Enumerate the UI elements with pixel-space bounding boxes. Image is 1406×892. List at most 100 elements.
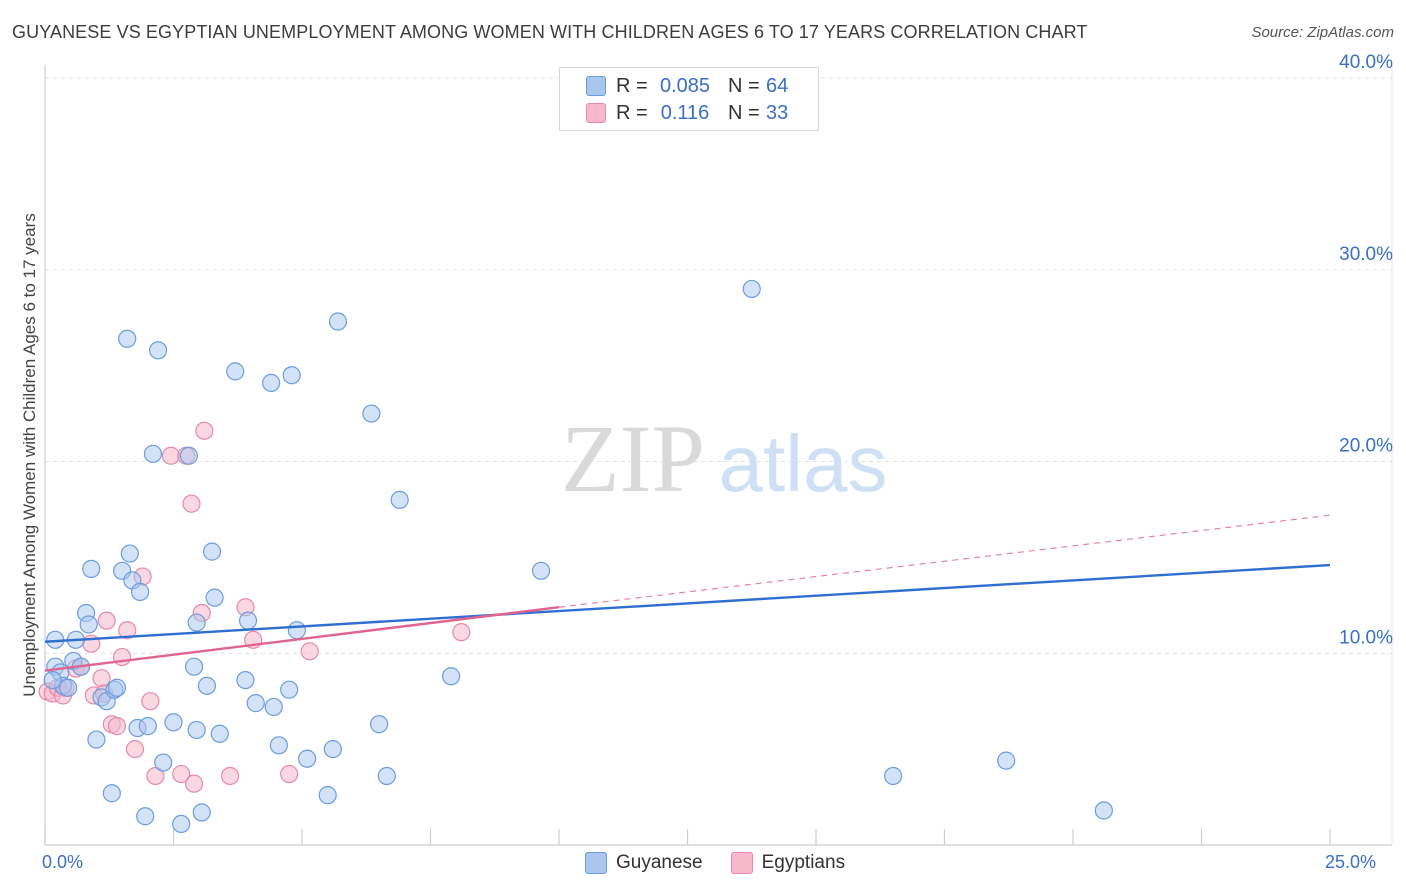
guyanese-trend-line [44, 563, 1331, 643]
egyptians-point [146, 766, 165, 786]
guyanese-point [59, 678, 78, 697]
guyanese-point [264, 697, 283, 717]
watermark: ZIP atlas [561, 405, 887, 512]
egyptians-point [161, 446, 181, 465]
n-value: 33 [766, 101, 789, 124]
guyanese-point [246, 694, 265, 713]
y-tick-label: 40.0% [1339, 52, 1393, 73]
guyanese-point [184, 657, 204, 676]
egyptians-point [195, 421, 214, 440]
legend-item-guyanese[interactable]: Guyanese [585, 852, 703, 874]
guyanese-point [390, 490, 409, 509]
n-label: N = [728, 74, 760, 97]
chart-title: GUYANESE VS EGYPTIAN UNEMPLOYMENT AMONG … [12, 22, 1088, 42]
stats-legend: R = 0.085 N = 64 R = 0.116 N = 33 [559, 67, 819, 131]
guyanese-point [1094, 801, 1113, 820]
guyanese-point [43, 670, 62, 690]
guyanese-point [187, 720, 206, 740]
guyanese-point [192, 803, 211, 822]
egyptians-point [125, 740, 145, 759]
guyanese-point [226, 362, 245, 381]
egyptians-point [182, 494, 201, 513]
trend-lines [44, 514, 1331, 672]
y-tick-label: 20.0% [1339, 436, 1393, 457]
egyptians-point [172, 764, 191, 784]
guyanese-point [120, 544, 139, 563]
y-tick-label: 10.0% [1339, 627, 1393, 648]
egyptians-point [107, 717, 127, 736]
guyanese-legend-swatch [585, 852, 607, 874]
guyanese-point [136, 807, 155, 826]
egyptians-legend-label: Egyptians [761, 852, 846, 873]
guyanese-point [323, 740, 342, 759]
guyanese-point [210, 724, 229, 743]
axes [44, 65, 1392, 846]
guyanese-point [377, 766, 396, 786]
guyanese-point [370, 715, 389, 734]
watermark-zip: ZIP [561, 405, 705, 512]
egyptians-point [280, 764, 299, 784]
y-tick-label: 30.0% [1339, 244, 1393, 265]
r-label: R = [616, 74, 648, 97]
egyptians-point [97, 611, 116, 630]
guyanese-point [102, 784, 121, 803]
egyptians-point [141, 692, 160, 711]
egyptians-swatch [586, 103, 606, 123]
guyanese-point [107, 678, 127, 697]
guyanese-point [79, 615, 98, 634]
guyanese-point [236, 670, 255, 690]
guyanese-point [441, 667, 461, 686]
guyanese-point [164, 713, 183, 732]
guyanese-points [43, 279, 1113, 834]
guyanese-point [997, 751, 1016, 770]
guyanese-point [197, 676, 217, 695]
egyptians-point [300, 642, 319, 661]
guyanese-point [883, 766, 903, 786]
guyanese-point [148, 341, 168, 360]
x-tick-label-max: 25.0% [1325, 852, 1377, 872]
guyanese-point [87, 730, 106, 749]
n-value: 64 [766, 74, 789, 97]
gridlines [45, 65, 1393, 845]
r-value: 0.085 [659, 74, 711, 97]
guyanese-point [82, 559, 101, 578]
guyanese-point [154, 753, 173, 772]
guyanese-point [282, 366, 301, 385]
legend-row-egyptians: R = 0.116 N = 33 [586, 101, 788, 125]
legend-row-guyanese: R = 0.085 N = 64 [586, 74, 788, 98]
egyptians-point [220, 766, 240, 786]
r-value: 0.116 [660, 101, 710, 124]
guyanese-point [238, 611, 258, 630]
guyanese-point [143, 444, 163, 463]
egyptians-point [452, 623, 471, 642]
guyanese-point [742, 279, 761, 299]
guyanese-point [138, 717, 157, 736]
guyanese-point [172, 814, 191, 834]
guyanese-point [262, 373, 281, 392]
guyanese-point [287, 621, 306, 640]
guyanese-point [187, 613, 206, 632]
source-label: Source: ZipAtlas.com [1251, 24, 1394, 41]
x-tick-label-min: 0.0% [42, 852, 84, 872]
egyptians-point [112, 647, 132, 667]
guyanese-legend-label: Guyanese [616, 852, 703, 873]
guyanese-point [202, 542, 222, 561]
guyanese-point [531, 561, 551, 580]
guyanese-point [280, 680, 299, 699]
y-tick-labels: 10.0% 20.0% 30.0% 40.0% [1339, 52, 1393, 648]
egyptians-point [184, 774, 204, 793]
legend-item-egyptians[interactable]: Egyptians [730, 852, 846, 874]
guyanese-point [362, 404, 381, 423]
egyptians-trend-extension [558, 514, 1331, 608]
series-legend: Guyanese Egyptians [585, 852, 873, 874]
guyanese-point [318, 786, 337, 805]
watermark-atlas: atlas [719, 419, 888, 508]
guyanese-point [118, 329, 137, 348]
egyptians-legend-swatch [730, 852, 753, 874]
guyanese-point [269, 736, 288, 755]
guyanese-swatch [586, 76, 606, 96]
guyanese-point [179, 446, 199, 465]
guyanese-point [298, 749, 317, 768]
r-label: R = [616, 101, 648, 124]
